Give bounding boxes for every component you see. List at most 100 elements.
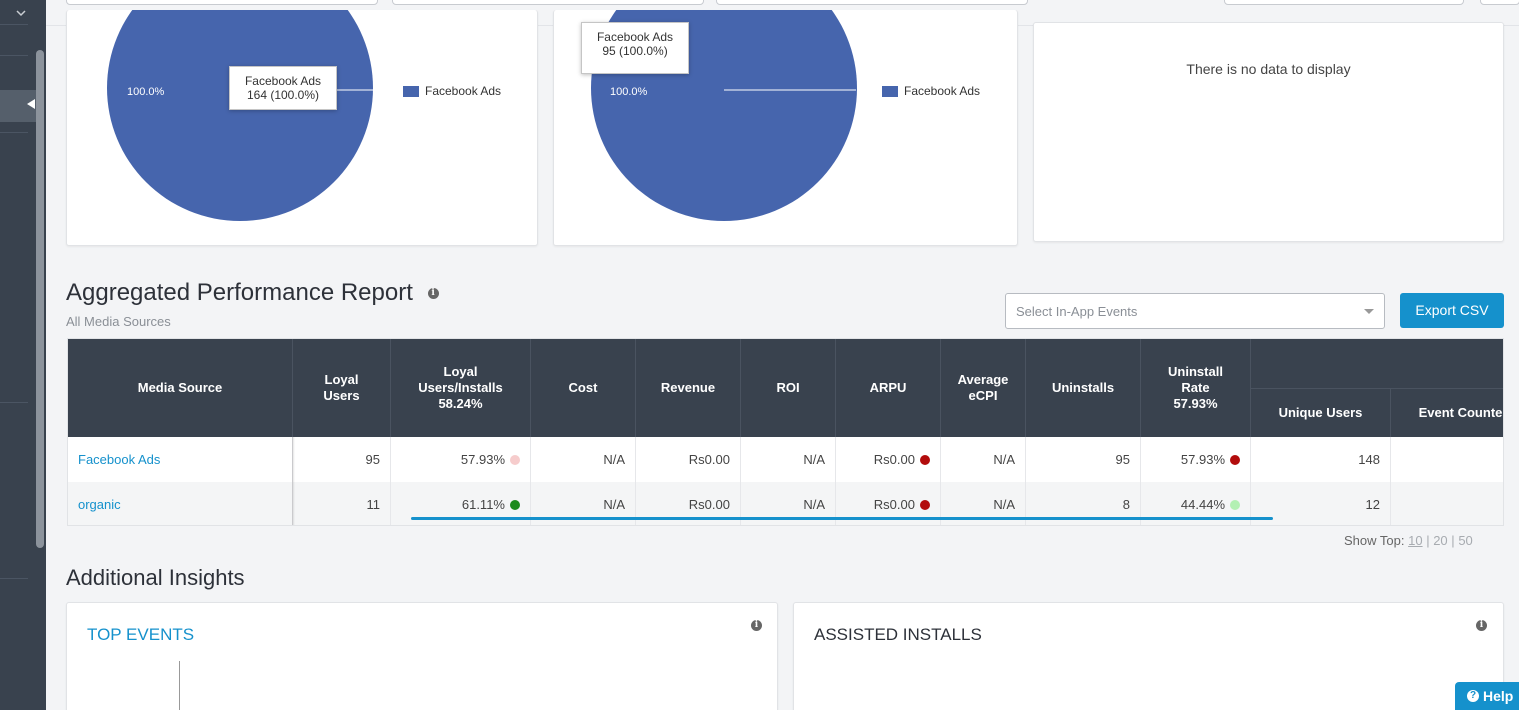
- cell-roi: N/A: [741, 437, 836, 482]
- report-subtitle: All Media Sources: [66, 314, 171, 329]
- legend-item[interactable]: Facebook Ads: [882, 84, 980, 98]
- show-top-selector: Show Top: 10 | 20 | 50: [1344, 533, 1473, 548]
- tooltip-series: Facebook Ads: [596, 30, 674, 44]
- cell-loyal-users-installs: 61.11%: [391, 482, 531, 525]
- tooltip-series: Facebook Ads: [244, 74, 322, 88]
- legend-label: Facebook Ads: [904, 84, 981, 98]
- media-source-link[interactable]: organic: [68, 482, 293, 525]
- sidebar-divider: [0, 24, 28, 25]
- help-label: Help: [1483, 688, 1514, 704]
- indicator-dot: [920, 454, 930, 465]
- filter-dropdown[interactable]: [716, 0, 1028, 5]
- collapse-arrow-icon[interactable]: [27, 99, 35, 109]
- indicator-dot: [510, 454, 520, 465]
- column-header-average-ecpi[interactable]: Average eCPI: [941, 339, 1026, 437]
- indicator-dot: [1230, 499, 1240, 510]
- pie-tooltip: Facebook Ads 95 (100.0%): [581, 22, 689, 74]
- cell-loyal-users: 11: [293, 482, 391, 525]
- cell-uninstalls: 8: [1026, 482, 1141, 525]
- in-app-events-select[interactable]: Select In-App Events: [1005, 293, 1385, 329]
- top-events-title[interactable]: TOP EVENTS: [87, 625, 195, 644]
- pie-card-installs: 100.0% Facebook Ads 164 (100.0%) Faceboo…: [66, 10, 538, 246]
- table-horizontal-scrollbar[interactable]: [411, 517, 1273, 520]
- page-title: Aggregated Performance Report i: [66, 279, 439, 307]
- pie-tooltip: Facebook Ads 164 (100.0%): [229, 66, 337, 110]
- show-top-label: Show Top:: [1344, 533, 1405, 548]
- pie-chart: [107, 10, 373, 221]
- cell-event-counter: 1: [1391, 437, 1503, 482]
- indicator-dot: [920, 499, 930, 510]
- cell-ecpi: N/A: [941, 437, 1026, 482]
- column-header-uninstall-rate[interactable]: Uninstall Rate 57.93%: [1141, 339, 1251, 437]
- help-icon: ?: [1467, 690, 1479, 702]
- frozen-column-shadow: [292, 437, 295, 525]
- show-top-50[interactable]: 50: [1458, 533, 1473, 548]
- chart-axis-line: [179, 661, 180, 710]
- info-icon[interactable]: i: [751, 620, 762, 631]
- filter-dropdown[interactable]: [1224, 0, 1464, 5]
- top-events-card: TOP EVENTS i: [66, 602, 778, 710]
- column-header-uninstalls[interactable]: Uninstalls: [1026, 339, 1141, 437]
- help-button[interactable]: ? Help: [1455, 682, 1519, 710]
- caret-down-icon: [1364, 309, 1374, 314]
- legend-label: Facebook Ads: [425, 84, 502, 98]
- show-top-20[interactable]: 20: [1433, 533, 1448, 548]
- cell-loyal-users: 95: [293, 437, 391, 482]
- info-icon[interactable]: i: [427, 288, 439, 300]
- section-title: Additional Insights: [66, 565, 245, 590]
- cell-event-counter: [1391, 482, 1503, 525]
- column-header-cost[interactable]: Cost: [531, 339, 636, 437]
- pie-slice-facebook-ads[interactable]: [107, 10, 373, 221]
- cell-uninstall-rate: 44.44%: [1141, 482, 1251, 525]
- column-header-revenue[interactable]: Revenue: [636, 339, 741, 437]
- media-source-link[interactable]: Facebook Ads: [68, 437, 293, 482]
- cell-unique-users: 12: [1251, 482, 1391, 525]
- sidebar-divider: [0, 132, 28, 133]
- column-header-loyal-users[interactable]: Loyal Users: [293, 339, 391, 437]
- pie-card-loyal: 100.0% Facebook Ads 95 (100.0%) Facebook…: [553, 10, 1018, 246]
- column-header-roi[interactable]: ROI: [741, 339, 836, 437]
- column-header-arpu[interactable]: ARPU: [836, 339, 941, 437]
- filter-button[interactable]: [1480, 0, 1519, 5]
- cell-cost: N/A: [531, 482, 636, 525]
- cell-unique-users: 148: [1251, 437, 1391, 482]
- separator: |: [1451, 533, 1455, 548]
- cell-ecpi: N/A: [941, 482, 1026, 525]
- filter-dropdown[interactable]: [392, 0, 704, 5]
- column-header-event-counter[interactable]: Event Counte: [1391, 389, 1503, 437]
- sidebar-divider: [0, 402, 28, 403]
- filter-dropdown[interactable]: [66, 0, 378, 5]
- cell-uninstalls: 95: [1026, 437, 1141, 482]
- report-title-text: Aggregated Performance Report: [66, 279, 413, 306]
- pie-slice-label: 100.0%: [610, 86, 648, 98]
- sidebar-divider: [0, 55, 28, 56]
- column-header-media-source[interactable]: Media Source: [68, 339, 293, 437]
- legend-item[interactable]: Facebook Ads: [403, 84, 501, 98]
- indicator-dot: [510, 499, 520, 510]
- export-csv-button[interactable]: Export CSV: [1400, 293, 1504, 328]
- cell-revenue: Rs0.00: [636, 482, 741, 525]
- sidebar: [0, 0, 46, 710]
- legend-swatch: [882, 85, 898, 97]
- performance-table: Media Source Loyal Users Loyal Users/Insta…: [67, 338, 1504, 526]
- chevron-down-icon[interactable]: [16, 8, 26, 18]
- legend-swatch: [403, 85, 419, 97]
- column-group-header: [1251, 339, 1503, 389]
- select-placeholder: Select In-App Events: [1016, 304, 1138, 319]
- cell-roi: N/A: [741, 482, 836, 525]
- sidebar-scrollbar[interactable]: [36, 50, 44, 548]
- assisted-installs-card: ASSISTED INSTALLS i: [793, 602, 1504, 710]
- column-header-loyal-users-installs[interactable]: Loyal Users/Installs 58.24%: [391, 339, 531, 437]
- sidebar-divider: [0, 578, 28, 579]
- table-row: [68, 437, 1503, 482]
- tooltip-value: 95 (100.0%): [602, 44, 668, 58]
- show-top-10[interactable]: 10: [1408, 533, 1423, 548]
- tooltip-value: 164 (100.0%): [246, 88, 320, 102]
- column-header-unique-users[interactable]: Unique Users: [1251, 389, 1391, 437]
- no-data-message: There is no data to display: [1186, 61, 1351, 77]
- info-icon[interactable]: i: [1476, 620, 1487, 631]
- assisted-installs-title: ASSISTED INSTALLS: [814, 625, 982, 644]
- cell-revenue: Rs0.00: [636, 437, 741, 482]
- pie-slice-label: 100.0%: [127, 86, 165, 98]
- indicator-dot: [1230, 454, 1240, 465]
